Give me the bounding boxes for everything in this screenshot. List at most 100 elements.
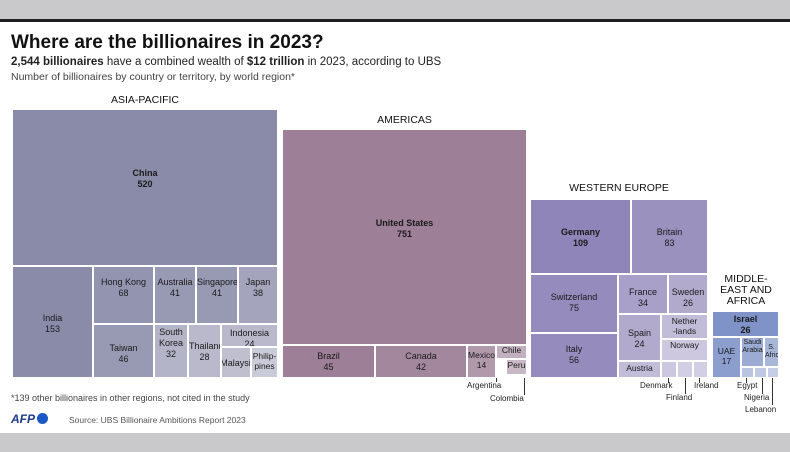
cell-value: 38: [252, 288, 263, 298]
cell-label: Brazil 45: [283, 351, 374, 373]
cell-name: Saudi: [743, 339, 762, 346]
treemap-cell-sweden: Sweden 26: [668, 274, 708, 314]
cell-label: Thailand 28: [189, 341, 220, 363]
treemap-cell-nether-lands: Nether -lands: [661, 314, 708, 339]
top-rule: [0, 19, 790, 22]
cell-value: 14: [476, 359, 487, 370]
treemap-cell-egypt: [741, 367, 754, 378]
cell-name: Korea: [158, 338, 184, 348]
cell-name: France: [628, 287, 657, 297]
cell-name: Austria: [626, 363, 653, 373]
cell-label: UAE 17: [713, 346, 740, 366]
leader-line-ireland: [699, 378, 700, 383]
cell-name: Arabia: [742, 347, 763, 354]
treemap-cell-israel: Israel 26: [712, 311, 779, 337]
treemap-cell-south-korea: South Korea 32: [154, 324, 188, 378]
cell-label: Australia 41: [155, 277, 195, 299]
cell-label: Israel 26: [713, 314, 778, 336]
treemap-cell-india: India 153: [12, 266, 93, 378]
cell-name: Canada: [405, 351, 437, 361]
cell-label: Italy 56: [531, 344, 617, 366]
leader-line-colombia: [524, 378, 525, 395]
subtitle-end: in 2023, according to UBS: [304, 56, 442, 68]
region-label-middle-east-and-africa: MIDDLE- EAST AND AFRICA: [712, 274, 780, 307]
cell-name: South: [159, 327, 183, 337]
treemap-cell-finland: [677, 361, 693, 378]
cell-name: Germany: [560, 227, 601, 237]
cell-value: 26: [740, 325, 751, 335]
treemap-cell-spain: Spain 24: [618, 314, 661, 361]
cell-label: Japan 38: [239, 277, 277, 299]
treemap-cell-singapore: Singapore 41: [196, 266, 238, 324]
leader-line-finland: [685, 378, 686, 394]
afp-logo-dot-icon: [37, 413, 48, 424]
cell-value: 41: [211, 288, 222, 298]
cell-label: Norway: [662, 340, 707, 351]
cell-name: Philip-: [252, 351, 277, 361]
cell-label: Taiwan 46: [94, 343, 153, 365]
cell-label: S.Africa: [765, 344, 778, 360]
cell-label: France 34: [619, 287, 667, 309]
cell-name: Britain: [656, 227, 683, 237]
external-label-argentina: Argentina: [467, 381, 502, 390]
cell-label: Spain 24: [619, 328, 660, 350]
cell-name: Indonesia: [229, 328, 270, 338]
page-title: Where are the billionaires in 2023?: [11, 32, 324, 53]
cell-value: 153: [44, 324, 61, 334]
cell-label: Canada 42: [376, 351, 466, 373]
external-label-finland: Finland: [666, 393, 693, 402]
cell-value: 42: [415, 362, 426, 372]
cell-name: Switzerland: [550, 292, 598, 302]
cell-value: 45: [323, 362, 334, 372]
region-label-line: AFRICA: [726, 295, 766, 307]
cell-name: Taiwan: [109, 343, 138, 353]
cell-name: Brazil: [317, 351, 340, 361]
cell-name: Spain: [627, 328, 652, 338]
cell-label: Peru: [507, 360, 526, 371]
cell-name: Italy: [565, 344, 583, 354]
infographic-canvas: Where are the billionaires in 2023? 2,54…: [0, 19, 790, 433]
cell-label: Mexico 14: [468, 350, 495, 370]
cell-name: Peru: [507, 360, 526, 370]
treemap-cell-italy: Italy 56: [530, 333, 618, 378]
treemap-cell-brazil: Brazil 45: [282, 345, 375, 378]
cell-label: South Korea 32: [155, 327, 187, 360]
cell-name: -lands: [672, 325, 697, 336]
cell-value: 28: [199, 352, 210, 362]
external-label-egypt: Egypt: [737, 381, 758, 390]
cell-label: India 153: [13, 313, 92, 335]
cell-name: Africa: [765, 352, 779, 359]
region-label-asia-pacific: ASIA-PACIFIC: [110, 94, 180, 106]
cell-name: Hong Kong: [100, 277, 147, 287]
cell-name: Australia: [157, 277, 193, 287]
subtitle: 2,544 billionaires have a combined wealt…: [11, 56, 441, 68]
cell-value: 83: [664, 238, 675, 248]
cell-name: Israel: [733, 314, 758, 324]
leader-line-denmark: [668, 378, 669, 383]
treemap-cell-thailand: Thailand 28: [188, 324, 221, 378]
cell-value: 24: [244, 339, 255, 347]
cell-value: 46: [118, 354, 129, 364]
treemap-cell-uae: UAE 17: [712, 337, 741, 378]
region-label-western-europe: WESTERN EUROPE: [569, 182, 669, 194]
cell-label: Philip-pines: [252, 351, 277, 371]
region-label-line: MIDDLE-: [724, 273, 768, 285]
cell-label: Indonesia 24: [222, 328, 277, 347]
cell-label: Sweden 26: [669, 287, 707, 309]
treemap-cell-switzerland: Switzerland 75: [530, 274, 618, 333]
treemap-cell-britain: Britain 83: [631, 199, 708, 274]
external-label-lebanon: Lebanon: [745, 405, 777, 414]
cell-value: 56: [568, 355, 579, 365]
cell-value: 751: [396, 229, 413, 239]
treemap-cell-s-africa: S.Africa: [764, 337, 779, 367]
treemap-cell-united-states: United States 751: [282, 129, 527, 345]
cell-label: Nether -lands: [662, 316, 707, 336]
cell-name: United States: [375, 218, 434, 228]
treemap-cell-australia: Australia 41: [154, 266, 196, 324]
treemap-cell-france: France 34: [618, 274, 668, 314]
cell-name: China: [132, 168, 158, 178]
subtitle-wealth: $12 trillion: [246, 56, 305, 68]
treemap-cell-ireland: [693, 361, 708, 378]
treemap-cell-austria: Austria: [618, 361, 661, 378]
cell-name: pines: [254, 360, 275, 371]
